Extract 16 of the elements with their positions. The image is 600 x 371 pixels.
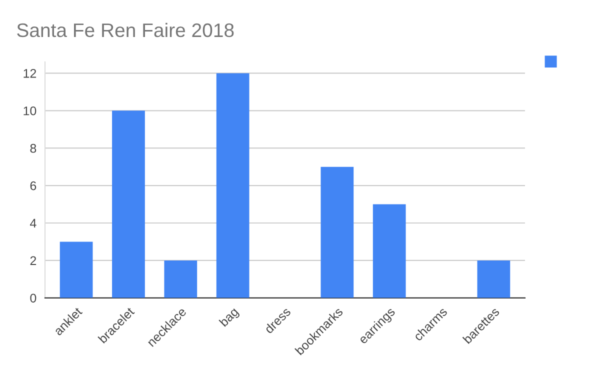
bar [60, 242, 93, 298]
y-tick-label: 0 [30, 294, 36, 303]
bar [320, 166, 354, 298]
chart-title: Santa Fe Ren Faire 2018 [17, 22, 234, 38]
y-tick-label: 8 [30, 144, 36, 153]
y-tick-label: 12 [24, 68, 36, 78]
bar [216, 73, 250, 298]
y-tick-label: 2 [30, 256, 36, 265]
x-tick-label: bag [218, 306, 240, 329]
bar [372, 204, 406, 298]
y-tick-label: 6 [30, 181, 36, 190]
y-tick-label: 4 [30, 218, 36, 228]
bar [477, 260, 510, 298]
y-tick-label: 10 [24, 106, 36, 116]
bar [164, 260, 198, 298]
bar [112, 110, 145, 298]
